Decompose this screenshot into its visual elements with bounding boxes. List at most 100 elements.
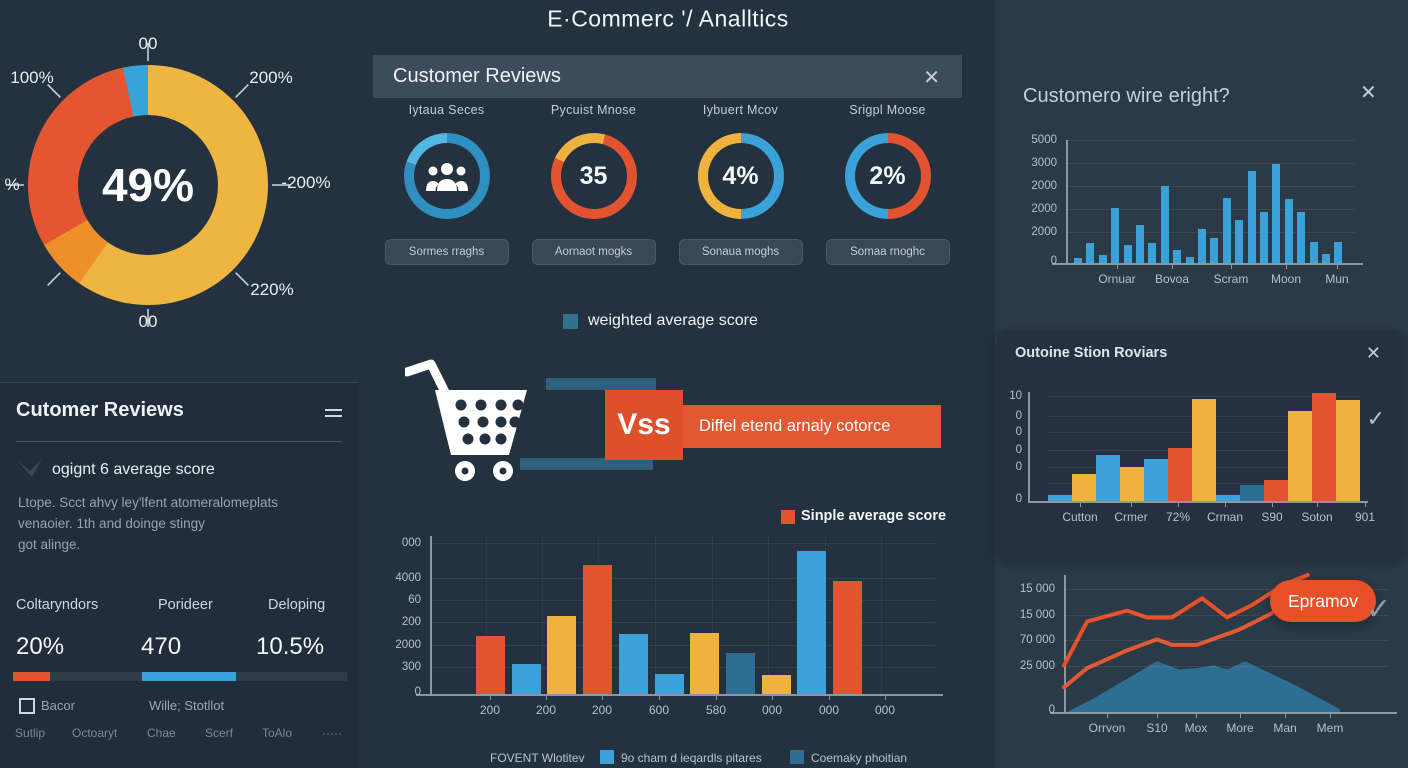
x-axis bbox=[1028, 501, 1368, 503]
stat-button[interactable]: Sormes rraghs bbox=[384, 239, 509, 265]
bar bbox=[1222, 198, 1231, 263]
y-axis bbox=[1028, 392, 1030, 501]
legend-swatch-simple bbox=[781, 510, 795, 524]
divider bbox=[16, 441, 342, 442]
left-reviews-panel: Cutomer Reviews ogignt 6 average score L… bbox=[0, 382, 358, 768]
x-tick-label: 000 bbox=[818, 703, 840, 717]
bar bbox=[583, 565, 613, 694]
y-tick-label: 2000 bbox=[1031, 203, 1057, 215]
x-tick bbox=[602, 694, 603, 700]
reviews-bar-chart: 10 0 0 0 0 0 Cutton Crmer 72% Crman S90 Soton 901 bbox=[1009, 390, 1375, 524]
bar bbox=[1334, 242, 1343, 263]
bar bbox=[1264, 480, 1288, 501]
donut-center-value: 49% bbox=[101, 159, 195, 211]
stat-value: 35 bbox=[579, 161, 608, 190]
bar bbox=[1074, 258, 1082, 263]
bar bbox=[1260, 212, 1268, 263]
stat-button[interactable]: Aornaot mogks bbox=[531, 239, 656, 265]
stat-button[interactable]: Sonaua moghs bbox=[678, 239, 803, 265]
check-icon[interactable]: ✓ bbox=[1366, 406, 1385, 431]
gridline bbox=[430, 622, 935, 623]
tab-item[interactable]: ToAlo bbox=[262, 726, 293, 740]
x-tick bbox=[1178, 501, 1179, 507]
menu-icon[interactable] bbox=[325, 405, 342, 421]
stat-column: Pycuist Mnose 35 Aornaot mogks bbox=[520, 103, 667, 265]
x-tick-label: Bovoa bbox=[1154, 272, 1190, 286]
chevron-down-icon bbox=[18, 459, 42, 477]
bottom-legend-swatch-1 bbox=[600, 750, 614, 764]
bar bbox=[1173, 250, 1182, 263]
x-tick-label: Moon bbox=[1270, 272, 1302, 286]
x-tick bbox=[546, 694, 547, 700]
stat-button[interactable]: Somaa rnoghc bbox=[825, 239, 950, 265]
gridline bbox=[1066, 186, 1355, 187]
gridline bbox=[430, 667, 935, 668]
bar bbox=[1185, 257, 1194, 263]
stat-label: Srigpl Moose bbox=[849, 103, 926, 117]
customer-reviews-panel: Customer Reviews ✕ Iytaua Seces Sormes r… bbox=[373, 55, 962, 285]
panel-header: Customer Reviews ✕ bbox=[373, 55, 962, 98]
legend-weighted: weighted average score bbox=[588, 312, 758, 329]
x-tick-label: Ornuar bbox=[1098, 272, 1136, 286]
visitors-bar-chart: 5000 3000 2000 2000 2000 0 Ornuar Bovoa Scram Moo… bbox=[1031, 134, 1363, 286]
gridline bbox=[1064, 615, 1389, 616]
x-tick bbox=[1272, 501, 1273, 507]
donut-label-top: 00 bbox=[138, 34, 158, 53]
x-tick bbox=[885, 694, 886, 700]
x-tick-label: Man bbox=[1273, 721, 1297, 735]
close-icon[interactable]: ✕ bbox=[1365, 343, 1381, 363]
bar bbox=[476, 636, 505, 694]
bar bbox=[1098, 255, 1107, 263]
stat-column: Iytaua Seces Sormes rraghs bbox=[373, 103, 520, 265]
y-tick-label: 0 bbox=[1015, 444, 1022, 456]
x-tick bbox=[1330, 712, 1331, 718]
stat-value: 20% bbox=[16, 633, 65, 660]
y-tick-label: 4000 bbox=[395, 572, 421, 584]
bar bbox=[1148, 243, 1157, 263]
x-axis bbox=[1050, 712, 1397, 714]
y-tick-label: 10 bbox=[1009, 390, 1022, 402]
paragraph-line: venaoier. 1th and doinge stingy bbox=[18, 516, 205, 531]
right-top-title: Customero wire eright? bbox=[1023, 85, 1230, 107]
close-icon[interactable]: ✕ bbox=[923, 67, 940, 89]
x-tick-label: 000 bbox=[874, 703, 896, 717]
epramov-button[interactable]: Epramov bbox=[1270, 580, 1376, 622]
y-tick-label: 15 000 bbox=[1019, 583, 1055, 595]
left-item-label: ogignt 6 average score bbox=[52, 461, 215, 478]
donut-hole: 49% bbox=[78, 115, 218, 255]
bar bbox=[1136, 225, 1144, 263]
tab-item[interactable]: Scerf bbox=[205, 726, 234, 740]
tab-item[interactable]: Sutlip bbox=[15, 726, 46, 740]
y-tick-label: 15 000 bbox=[1019, 609, 1055, 621]
y-tick-label: 2000 bbox=[1031, 180, 1057, 192]
x-tick bbox=[1225, 501, 1226, 507]
x-tick-label: 200 bbox=[591, 703, 613, 717]
bar bbox=[1216, 495, 1240, 501]
progress-fill-orange bbox=[13, 672, 50, 681]
gridline bbox=[655, 536, 656, 694]
x-tick-label: 200 bbox=[535, 703, 557, 717]
checkbox[interactable] bbox=[19, 698, 35, 714]
tab-item[interactable]: ····· bbox=[322, 726, 342, 740]
bottom-legend-swatch-2 bbox=[790, 750, 804, 764]
tab-item[interactable]: Octoaryt bbox=[72, 726, 118, 740]
stat-label: Deloping bbox=[268, 597, 326, 613]
x-tick bbox=[1286, 263, 1287, 269]
vs-badge: Vss bbox=[605, 390, 683, 460]
x-tick-label: Orrvon bbox=[1088, 721, 1126, 735]
gridline bbox=[430, 600, 935, 601]
donut-label-bottom: 00 bbox=[138, 312, 158, 331]
x-tick-label: 000 bbox=[761, 703, 783, 717]
y-axis bbox=[1064, 575, 1066, 712]
x-tick bbox=[1172, 263, 1173, 269]
bar bbox=[1309, 242, 1318, 263]
y-tick-label: 25 000 bbox=[1019, 660, 1055, 672]
x-tick bbox=[490, 694, 491, 700]
close-icon[interactable]: ✕ bbox=[1360, 82, 1377, 104]
stat-ring: 2% bbox=[844, 133, 931, 219]
gridline bbox=[712, 536, 713, 694]
bar bbox=[1198, 229, 1206, 263]
x-tick-label: 901 bbox=[1354, 510, 1376, 524]
tab-item[interactable]: Chae bbox=[147, 726, 176, 740]
stat-value: 4% bbox=[722, 161, 759, 190]
